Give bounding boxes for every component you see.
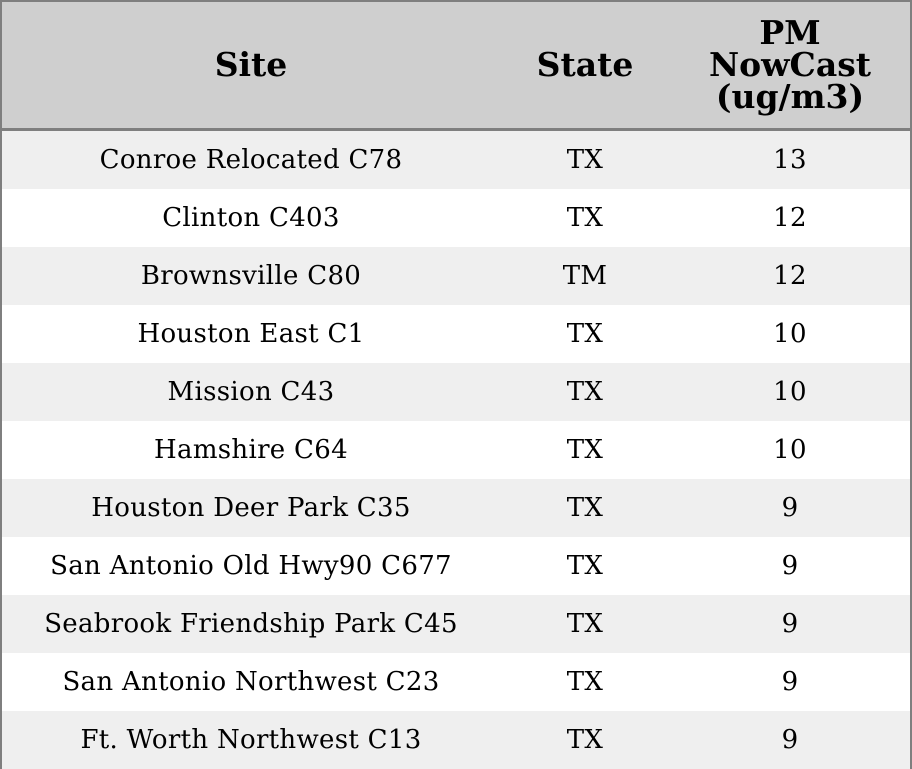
cell-site: Clinton C403: [2, 189, 500, 247]
cell-state: TX: [500, 537, 670, 595]
cell-site: Hamshire C64: [2, 421, 500, 479]
column-header-state: State: [500, 2, 670, 131]
cell-site: Brownsville C80: [2, 247, 500, 305]
table-row: Clinton C403 TX 12: [2, 189, 910, 247]
table-header: Site State PM NowCast (ug/m3): [2, 2, 910, 131]
pm-header-line-3: (ug/m3): [715, 77, 865, 116]
cell-pm-nowcast: 10: [670, 305, 910, 363]
table-row: Hamshire C64 TX 10: [2, 421, 910, 479]
cell-site: Seabrook Friendship Park C45: [2, 595, 500, 653]
cell-site: San Antonio Old Hwy90 C677: [2, 537, 500, 595]
table-row: Seabrook Friendship Park C45 TX 9: [2, 595, 910, 653]
cell-state: TX: [500, 653, 670, 711]
cell-pm-nowcast: 10: [670, 421, 910, 479]
cell-pm-nowcast: 9: [670, 653, 910, 711]
cell-pm-nowcast: 9: [670, 479, 910, 537]
cell-state: TX: [500, 189, 670, 247]
cell-site: San Antonio Northwest C23: [2, 653, 500, 711]
pm-header-line-1: PM: [759, 13, 821, 52]
cell-state: TX: [500, 479, 670, 537]
cell-pm-nowcast: 12: [670, 189, 910, 247]
cell-state: TX: [500, 711, 670, 769]
cell-pm-nowcast: 9: [670, 595, 910, 653]
table-row: San Antonio Northwest C23 TX 9: [2, 653, 910, 711]
cell-site: Houston East C1: [2, 305, 500, 363]
table-row: Houston East C1 TX 10: [2, 305, 910, 363]
table-row: Mission C43 TX 10: [2, 363, 910, 421]
cell-site: Conroe Relocated C78: [2, 129, 500, 189]
cell-state: TX: [500, 595, 670, 653]
table-row: Brownsville C80 TM 12: [2, 247, 910, 305]
table-body: Conroe Relocated C78 TX 13 Clinton C403 TX 12…: [2, 129, 910, 769]
table-row: San Antonio Old Hwy90 C677 TX 9: [2, 537, 910, 595]
cell-state: TX: [500, 305, 670, 363]
cell-site: Mission C43: [2, 363, 500, 421]
cell-site: Houston Deer Park C35: [2, 479, 500, 537]
column-header-site: Site: [2, 2, 500, 131]
cell-pm-nowcast: 10: [670, 363, 910, 421]
cell-state: TX: [500, 421, 670, 479]
header-row: Site State PM NowCast (ug/m3): [2, 2, 910, 131]
cell-pm-nowcast: 9: [670, 711, 910, 769]
cell-pm-nowcast: 9: [670, 537, 910, 595]
table-row: Houston Deer Park C35 TX 9: [2, 479, 910, 537]
cell-site: Ft. Worth Northwest C13: [2, 711, 500, 769]
column-header-pm-nowcast: PM NowCast (ug/m3): [670, 2, 910, 131]
cell-pm-nowcast: 12: [670, 247, 910, 305]
table-row: Conroe Relocated C78 TX 13: [2, 129, 910, 189]
cell-state: TX: [500, 129, 670, 189]
cell-state: TM: [500, 247, 670, 305]
cell-pm-nowcast: 13: [670, 129, 910, 189]
pm-header-line-2: NowCast: [708, 45, 872, 84]
table-row: Ft. Worth Northwest C13 TX 9: [2, 711, 910, 769]
cell-state: TX: [500, 363, 670, 421]
